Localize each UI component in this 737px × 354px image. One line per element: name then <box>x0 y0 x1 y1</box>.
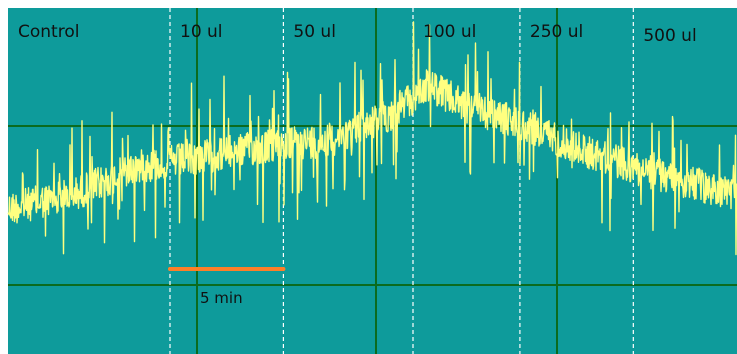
segment-label: 250 ul <box>530 22 583 42</box>
scale-bar-label: 5 min <box>200 289 243 307</box>
signal-trace <box>7 21 737 256</box>
segment-label: 10 ul <box>180 22 223 42</box>
segment-labels: Control 10 ul 50 ul 100 ul 250 ul 500 ul <box>18 22 697 46</box>
segment-label: Control <box>18 22 79 42</box>
trace-group <box>7 21 737 256</box>
scale-bar-group: 5 min <box>168 267 286 307</box>
segment-label: 50 ul <box>293 22 336 42</box>
segment-label: 500 ul <box>643 26 696 46</box>
segment-label: 100 ul <box>423 22 476 42</box>
